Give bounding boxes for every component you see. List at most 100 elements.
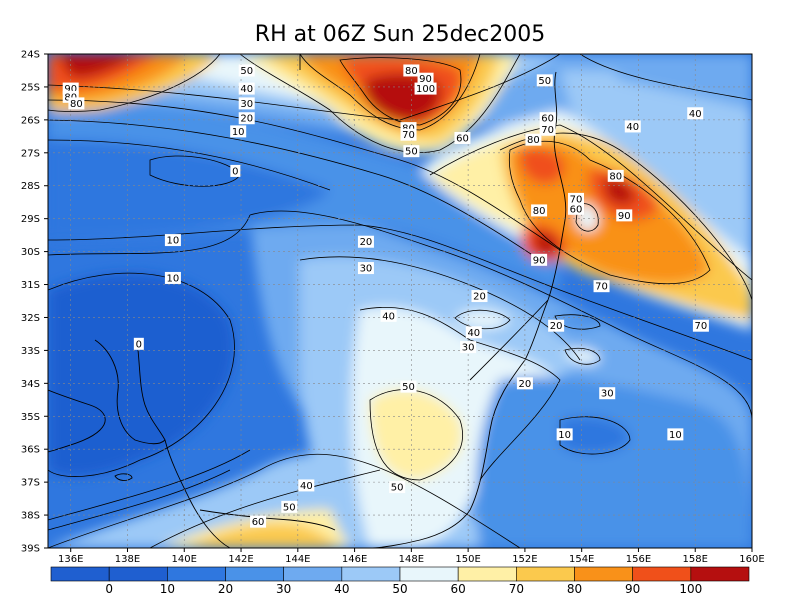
contour-label-text: 10 xyxy=(558,430,571,441)
contour-label-text: 70 xyxy=(595,282,608,293)
contour-label-bg xyxy=(687,107,704,120)
lat-tick-label: 34S xyxy=(21,379,40,390)
plot-area: 9080805040302010010100809010080705060506… xyxy=(48,54,752,548)
contour-label: 60 xyxy=(539,112,556,125)
contour-label: 100 xyxy=(414,82,437,95)
contour-label: 0 xyxy=(230,164,241,177)
contour-label: 50 xyxy=(400,380,417,393)
contour-label-bg xyxy=(417,72,434,85)
contour-label-text: 10 xyxy=(167,236,180,247)
contour-label-bg xyxy=(400,380,417,393)
contour-label: 70 xyxy=(539,123,556,136)
contour-label-text: 60 xyxy=(541,114,554,125)
contour-line xyxy=(48,214,251,256)
contour-label-text: 80 xyxy=(533,206,546,217)
contour-label-text: 20 xyxy=(473,292,486,303)
contour-line xyxy=(339,57,462,126)
lon-tick-label: 160E xyxy=(739,554,764,565)
lon-tick-label: 142E xyxy=(228,554,253,565)
contour-label-text: 70 xyxy=(541,125,554,136)
contour-label: 10 xyxy=(667,428,684,441)
contour-label-bg xyxy=(400,128,417,141)
contour-label: 50 xyxy=(389,481,406,494)
contour-label: 70 xyxy=(400,128,417,141)
contour-label-text: 50 xyxy=(391,483,404,494)
contour-label-text: 50 xyxy=(405,147,418,158)
lon-tick-label: 154E xyxy=(569,554,594,565)
contour-label: 10 xyxy=(164,271,181,284)
contour-label-text: 90 xyxy=(618,211,631,222)
colorbar-swatch xyxy=(225,566,284,582)
lat-tick-label: 38S xyxy=(21,511,40,522)
contour-label-text: 60 xyxy=(456,133,469,144)
lon-tick-label: 158E xyxy=(683,554,708,565)
lon-tick-label: 140E xyxy=(172,554,197,565)
contour-label-bg xyxy=(667,428,684,441)
lat-tick-label: 36S xyxy=(21,445,40,456)
lon-tick-label: 136E xyxy=(58,554,83,565)
contour-label-bg xyxy=(403,64,420,77)
contour-label-bg xyxy=(593,280,610,293)
island-coast xyxy=(114,473,133,481)
contour-label: 10 xyxy=(230,125,247,138)
contour-label-text: 70 xyxy=(695,321,708,332)
colorbar-swatch xyxy=(574,566,633,582)
colorbar-label: 70 xyxy=(509,582,524,596)
colorbar-swatch xyxy=(167,566,226,582)
colorbar-swatch xyxy=(632,566,692,582)
south-coast xyxy=(199,509,336,531)
contour-line xyxy=(48,453,521,548)
contour-label: 40 xyxy=(465,326,482,339)
colorbar-swatch xyxy=(108,566,168,582)
colorbar-label: 10 xyxy=(160,582,175,596)
contour-label-bg xyxy=(692,319,709,332)
contour-label: 30 xyxy=(460,341,477,354)
contour-label: 80 xyxy=(68,97,85,110)
colorbar-label: 0 xyxy=(105,582,113,596)
contour-label: 20 xyxy=(471,290,488,303)
contour-label-bg xyxy=(471,290,488,303)
contour-label-text: 40 xyxy=(689,109,702,120)
contour-label-bg xyxy=(525,133,542,146)
contour-label-bg xyxy=(389,481,406,494)
contour-label-text: 20 xyxy=(360,237,373,248)
colorbar-label: 100 xyxy=(679,582,702,596)
colorbar-swatch xyxy=(457,566,517,582)
contour-label: 10 xyxy=(556,428,573,441)
contour-label-text: 30 xyxy=(240,99,253,110)
contour-label-bg xyxy=(548,319,565,332)
contour-label-text: 40 xyxy=(240,84,253,95)
lon-tick-label: 144E xyxy=(285,554,310,565)
contour-label-bg xyxy=(230,125,247,138)
contour-line xyxy=(48,224,752,361)
contour-label-text: 80 xyxy=(527,135,540,146)
contour-label-text: 30 xyxy=(601,389,614,400)
contour-line xyxy=(48,272,235,477)
contour-label-bg xyxy=(539,112,556,125)
region-tl-100 xyxy=(60,54,140,78)
contour-label-text: 50 xyxy=(538,76,551,87)
contour-label: 80 xyxy=(531,204,548,217)
contour-label: 80 xyxy=(403,64,420,77)
colorbar-swatch xyxy=(283,566,343,582)
contour-label-text: 80 xyxy=(70,99,83,110)
contour-label: 20 xyxy=(548,319,565,332)
contour-label-text: 10 xyxy=(232,127,245,138)
contour-label-text: 70 xyxy=(570,194,583,205)
contour-label-text: 20 xyxy=(519,379,532,390)
contour-label-bg xyxy=(133,337,144,350)
lat-tick-label: 31S xyxy=(21,280,40,291)
contour-line xyxy=(369,389,463,481)
lat-tick-label: 29S xyxy=(21,214,40,225)
region-blob-32s-20 xyxy=(555,314,600,330)
contour-label-bg xyxy=(298,479,315,492)
colorbar: 0 10 20 30 40 50 60 70 80 90 100 xyxy=(50,566,750,596)
contour-line xyxy=(48,54,221,112)
contour-label-bg xyxy=(164,234,181,247)
contour-label: 0 xyxy=(133,337,144,350)
contour-label: 70 xyxy=(692,319,709,332)
contour-label-bg xyxy=(281,500,298,513)
lat-tick-label: 39S xyxy=(21,544,40,555)
lat-axis: 24S 25S 26S 27S 28S 29S 30S 31S 32S 33S 34S 35S 36S 3… xyxy=(21,50,48,555)
contour-label: 70 xyxy=(593,280,610,293)
